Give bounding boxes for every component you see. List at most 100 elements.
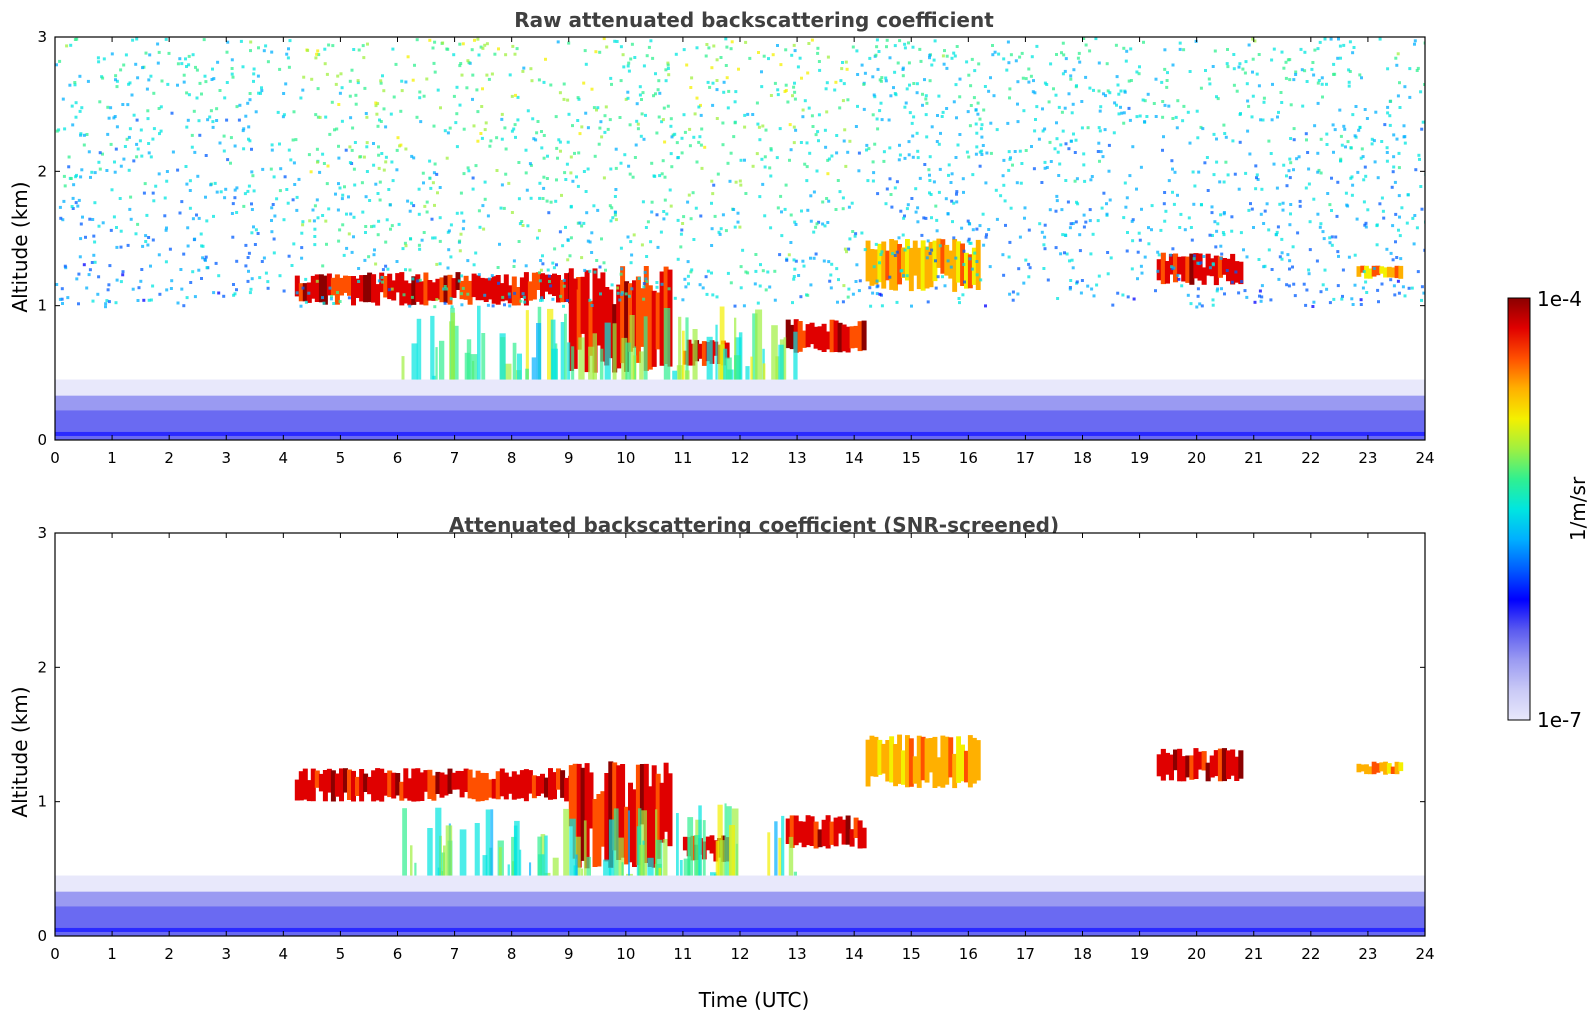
noise-speck <box>1305 138 1308 142</box>
noise-speck <box>827 157 831 161</box>
noise-speck <box>336 208 340 212</box>
cloud-cell <box>936 757 942 787</box>
noise-speck <box>1125 49 1129 53</box>
noise-speck <box>650 200 654 204</box>
noise-speck <box>903 248 907 252</box>
noise-speck <box>329 297 333 301</box>
noise-speck <box>609 76 613 80</box>
noise-speck <box>270 50 274 54</box>
noise-speck <box>699 143 703 147</box>
noise-speck <box>69 177 73 180</box>
cloud-cell <box>600 272 606 362</box>
noise-speck <box>1386 67 1390 71</box>
noise-speck <box>418 90 422 94</box>
noise-speck <box>403 241 407 245</box>
noise-speck <box>1218 180 1222 184</box>
noise-speck <box>1132 297 1136 301</box>
noise-speck <box>1206 189 1210 192</box>
noise-speck <box>944 197 948 201</box>
noise-speck <box>1260 187 1264 191</box>
cloud-cell <box>632 789 637 867</box>
noise-speck <box>928 191 931 195</box>
noise-speck <box>1088 219 1092 223</box>
noise-speck <box>157 50 161 54</box>
noise-speck <box>1057 105 1061 109</box>
noise-speck <box>325 242 328 246</box>
x-tick-label: 15 <box>902 449 921 467</box>
cloud-cell <box>347 276 352 296</box>
noise-speck <box>135 118 139 122</box>
noise-speck <box>580 256 584 260</box>
noise-speck <box>470 48 474 52</box>
noise-speck <box>504 53 508 57</box>
noise-speck <box>1123 90 1127 94</box>
cloud-cell <box>1394 265 1400 279</box>
noise-speck <box>1129 47 1133 51</box>
x-tick-label: 22 <box>1301 945 1320 963</box>
noise-speck <box>568 254 572 258</box>
noise-speck <box>347 232 351 236</box>
noise-speck <box>462 172 466 176</box>
cloud-cell <box>1160 252 1166 285</box>
noise-speck <box>680 228 684 232</box>
noise-speck <box>147 142 151 145</box>
cloud-cell <box>647 285 653 370</box>
noise-speck <box>1102 191 1106 195</box>
noise-speck <box>256 74 260 78</box>
noise-speck <box>822 259 826 263</box>
noise-speck <box>660 172 664 176</box>
noise-speck <box>74 115 78 119</box>
noise-speck <box>534 138 538 142</box>
noise-speck <box>273 214 277 218</box>
noise-speck <box>641 91 645 95</box>
noise-speck <box>101 221 105 225</box>
noise-speck <box>1180 284 1184 288</box>
noise-speck <box>1344 145 1347 149</box>
noise-speck <box>1150 228 1153 232</box>
noise-speck <box>1119 89 1123 93</box>
heatmap-band <box>55 431 1425 436</box>
noise-speck <box>252 225 255 229</box>
noise-speck <box>144 234 148 238</box>
noise-speck <box>481 204 485 208</box>
noise-speck <box>1305 288 1309 292</box>
noise-speck <box>569 205 573 209</box>
noise-speck <box>432 61 436 65</box>
noise-speck <box>324 219 328 223</box>
noise-speck <box>743 158 746 162</box>
noise-speck <box>885 45 888 49</box>
noise-speck <box>1363 108 1367 111</box>
cloud-cell <box>463 768 469 792</box>
noise-speck <box>1141 98 1145 102</box>
noise-speck <box>911 45 915 49</box>
noise-speck <box>1407 286 1411 290</box>
cloud-cell <box>439 772 445 798</box>
noise-speck <box>783 207 787 211</box>
cloud-cell <box>487 779 493 798</box>
noise-speck <box>860 231 864 235</box>
noise-speck <box>1162 202 1166 206</box>
noise-speck <box>642 285 646 289</box>
cloud-cell <box>1164 261 1170 284</box>
noise-speck <box>235 186 239 190</box>
cloud-cell <box>924 738 930 783</box>
noise-speck <box>903 214 906 218</box>
noise-speck <box>642 64 646 68</box>
noise-speck <box>223 96 227 100</box>
cloud-cell <box>889 736 895 783</box>
noise-speck <box>1242 248 1245 252</box>
noise-speck <box>1220 287 1223 291</box>
noise-speck <box>680 136 684 140</box>
noise-speck <box>244 114 248 118</box>
noise-speck <box>1042 243 1046 247</box>
noise-speck <box>1420 285 1424 289</box>
noise-speck <box>817 139 820 143</box>
noise-speck <box>1124 59 1128 63</box>
noise-speck <box>159 105 163 109</box>
noise-speck <box>185 182 189 186</box>
noise-speck <box>1018 55 1022 59</box>
cloud-cell <box>507 776 513 794</box>
noise-speck <box>1002 273 1006 277</box>
noise-speck <box>1193 184 1197 188</box>
heatmap-feature-cloud <box>1156 748 1244 782</box>
